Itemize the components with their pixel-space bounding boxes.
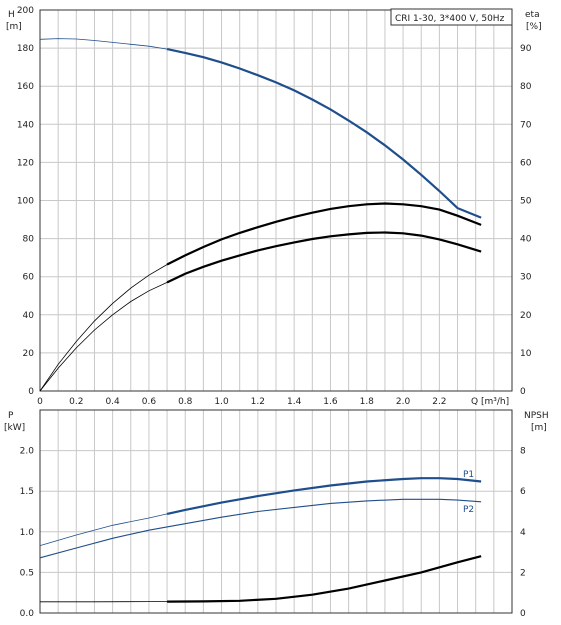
head-chart-grid [40,10,512,391]
power-chart-curves [39,477,482,603]
power-curve-0-operating-range [166,477,482,515]
y-right-unit-bottom: [m] [531,423,547,433]
head-x-tick: 0.6 [142,397,157,407]
power-y-right-tick: 2 [520,568,526,578]
head-y-right-tick: 20 [520,311,532,321]
head-curve-0-operating-range [166,48,482,219]
power-y-left-tick: 0.5 [20,568,34,578]
head-curve-2-operating-range [166,231,482,284]
power-y-right-tick: 4 [520,528,526,538]
y-right-name-bottom: NPSH [524,411,549,421]
power-curve-2-operating-range [167,555,482,603]
power-y-left-tick: 1.0 [20,528,35,538]
head-x-tick: 1.0 [214,397,229,407]
head-y-right-tick: 80 [520,82,532,92]
x-axis-label: Q [m³/h] [471,397,509,407]
power-y-left-tick: 0.0 [20,609,35,619]
head-x-tick: 1.2 [251,397,265,407]
power-y-right-tick: 6 [520,487,526,497]
power-chart-frame [39,409,513,614]
power-y-right-tick: 8 [520,447,526,457]
head-y-left-tick: 160 [17,82,34,92]
power-chart-ticks: 0.0 0.5 1.0 1.5 2.0 0 2 4 6 8 [20,447,526,619]
y-right-unit-top: [%] [526,22,542,32]
head-y-right-tick: 60 [520,158,532,168]
head-x-tick: 0.8 [178,397,193,407]
head-y-right-tick: 90 [520,44,532,54]
chart-title: CRI 1-30, 3*400 V, 50Hz [395,14,505,24]
head-curve-0 [39,38,482,218]
head-x-tick: 0.4 [105,397,120,407]
power-curve-0 [39,477,482,546]
head-chart-curves [39,38,482,392]
y-left-name-top: H [8,10,15,20]
y-left-unit-bottom: [kW] [4,423,25,433]
power-y-left-tick: 2.0 [20,447,35,457]
head-curve-1 [39,203,482,392]
head-curve-1-operating-range [166,202,482,266]
head-x-tick: 0.2 [69,397,83,407]
y-right-name-top: eta [525,10,540,20]
head-x-tick: 0 [37,397,43,407]
head-y-right-tick: 70 [520,120,532,130]
head-y-left-tick: 40 [23,311,35,321]
head-x-tick: 2.2 [432,397,446,407]
head-x-tick: 1.8 [360,397,375,407]
head-y-left-tick: 0 [28,387,34,397]
power-curve-1 [39,498,482,559]
legend-p1: P1 [463,470,474,480]
head-y-left-tick: 60 [23,273,35,283]
head-y-right-tick: 10 [520,349,532,359]
y-left-unit-top: [m] [6,22,22,32]
head-x-tick: 1.4 [287,397,302,407]
head-chart-frame [39,9,513,392]
power-curve-2 [40,555,482,603]
head-y-left-tick: 140 [17,120,34,130]
power-chart-grid [40,410,512,613]
power-y-left-tick: 1.5 [20,487,34,497]
head-y-left-tick: 120 [17,158,34,168]
head-y-left-tick: 180 [17,44,34,54]
head-y-right-tick: 40 [520,235,532,245]
head-y-left-tick: 100 [17,197,34,207]
power-y-right-tick: 0 [520,609,526,619]
head-y-left-tick: 80 [23,235,35,245]
head-y-right-tick: 0 [520,387,526,397]
head-x-tick: 1.6 [323,397,338,407]
chart-title-box [390,8,513,26]
head-y-right-tick: 50 [520,197,532,207]
head-y-right-tick: 30 [520,273,532,283]
head-curve-2 [39,232,482,392]
y-left-name-bottom: P [8,411,14,421]
legend-p2: P2 [463,505,474,515]
head-y-left-tick: 20 [23,349,35,359]
head-x-tick: 2.0 [396,397,411,407]
head-chart-ticks: 0 20 40 60 80 100 120 140 160 180 200 0 10 20 30 40 50 60… [17,6,532,407]
head-y-left-tick: 200 [17,6,34,16]
